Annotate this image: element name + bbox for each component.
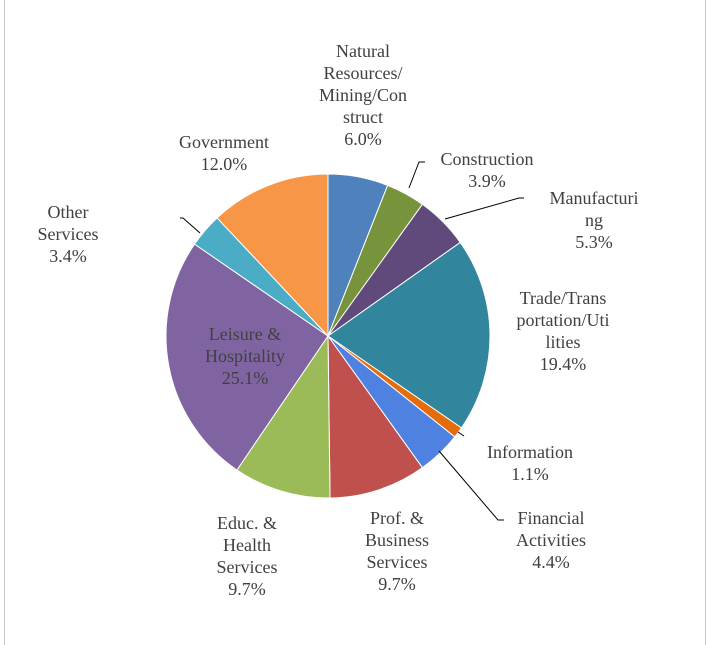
label-line: Health — [223, 535, 271, 555]
label-line: Trade/Trans — [519, 288, 607, 308]
label-prof-and-business-services: Prof. & Business Services 9.7% — [365, 507, 429, 595]
label-line: Leisure & — [208, 324, 282, 344]
label-line: Services — [366, 552, 428, 572]
label-line: struct — [343, 107, 383, 127]
chart-area: Natural Resources/Mining/Con struct 6.0% Con… — [4, 0, 706, 645]
percent-label: 9.7% — [378, 574, 416, 594]
slice-leisure-and-hospitality — [165, 243, 329, 471]
label-line: Activities — [516, 530, 586, 550]
label-line: portation/Uti — [516, 310, 610, 330]
label-educ-and-health-services: Educ. & Health Services 9.7% — [217, 512, 278, 600]
label-financial-activities: Financial Activities 4.4% — [516, 507, 586, 573]
label-line: Educ. & — [216, 513, 277, 533]
leader-lines — [180, 161, 524, 521]
label-manufacturing: Manufacturi ng 5.3% — [550, 187, 639, 253]
label-line: Services — [216, 557, 278, 577]
label-line: Information — [487, 442, 573, 462]
percent-label: 19.4% — [539, 354, 587, 374]
label-line: Hospitality — [205, 346, 285, 366]
slice-prof-and-business-services — [327, 334, 424, 499]
percent-label: 5.3% — [575, 232, 613, 252]
leader-line-financial-activities — [438, 450, 504, 521]
slice-government — [216, 173, 329, 338]
leader-line-information — [457, 431, 465, 437]
percent-label: 12.0% — [200, 154, 248, 174]
slice-trade-transportation-utilities — [327, 241, 491, 429]
label-line: Mining/Con — [319, 85, 408, 105]
label-other-services: Other Services 3.4% — [38, 201, 99, 267]
label-line: Resources/ — [323, 63, 403, 83]
percent-label: 4.4% — [532, 552, 570, 572]
percent-label: 3.9% — [468, 171, 506, 191]
label-line: Natural — [336, 41, 390, 61]
percent-label: 1.1% — [511, 464, 549, 484]
label-line: Financial — [517, 508, 585, 528]
label-line: ng — [584, 210, 603, 230]
pie-chart — [165, 161, 524, 521]
percent-label: 25.1% — [221, 368, 269, 388]
label-information: Information 1.1% — [487, 441, 573, 485]
label-leisure-and-hospitality: Leisure & Hospitality 25.1% — [205, 323, 285, 389]
label-construction: Construction 3.9% — [441, 148, 534, 192]
label-line: Services — [37, 224, 99, 244]
leader-line-manufacturing — [444, 197, 524, 220]
label-line: Manufacturi — [549, 188, 639, 208]
label-line: lities — [545, 332, 581, 352]
label-line: Other — [47, 202, 89, 222]
percent-label: 6.0% — [344, 129, 382, 149]
leader-line-other-services — [180, 217, 201, 234]
label-trade-transportation-utilities: Trade/Trans portation/Uti lities 19.4% — [517, 287, 610, 375]
label-line: Business — [365, 530, 430, 550]
leader-line-construction — [408, 161, 425, 189]
label-line: Construction — [440, 149, 534, 169]
slice-educ-and-health-services — [236, 334, 331, 499]
percent-label: 9.7% — [228, 579, 266, 599]
label-line: Government — [179, 132, 269, 152]
label-government: Government 12.0% — [179, 131, 269, 175]
label-natural-resources-mining-construct: Natural Resources/Mining/Con struct 6.0% — [319, 40, 407, 150]
pie-slices — [165, 173, 491, 499]
label-line: Prof. & — [370, 508, 424, 528]
percent-label: 3.4% — [49, 246, 87, 266]
